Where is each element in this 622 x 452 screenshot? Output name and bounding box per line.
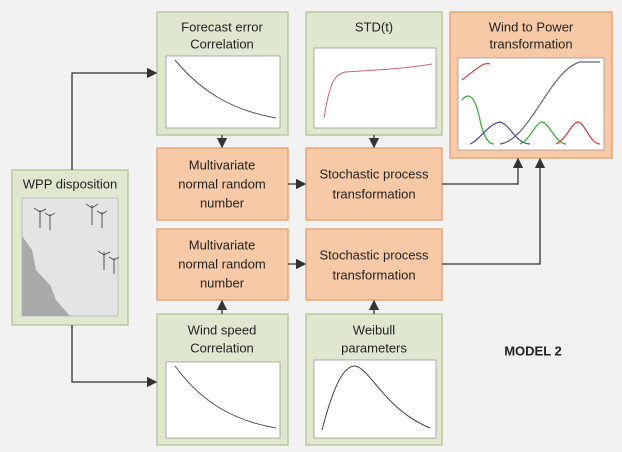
node-label: transformation — [332, 267, 415, 282]
plot-panel — [165, 361, 281, 439]
node-label: WPP disposition — [23, 176, 117, 191]
node-label: transformation — [489, 36, 572, 51]
node-label: Multivariate — [189, 237, 255, 252]
curves — [461, 61, 601, 145]
node-label: Multivariate — [189, 157, 255, 172]
node-label: Correlation — [190, 36, 254, 51]
multivariate-box — [156, 228, 289, 301]
node-label: Stochastic process — [319, 247, 429, 262]
arrows — [71, 67, 546, 388]
node-label: Wind to Power — [489, 19, 574, 34]
plot-panel — [313, 47, 437, 129]
curve — [323, 63, 433, 119]
node-label: number — [200, 195, 245, 210]
node-label: number — [200, 275, 245, 290]
plot-panel — [165, 55, 281, 129]
node-label: Wind speed — [188, 322, 257, 337]
node-label: Weibull — [353, 322, 396, 337]
curve — [174, 365, 277, 429]
plot-panel — [313, 359, 437, 439]
multivariate-box — [156, 147, 289, 221]
node-label: normal random — [178, 176, 265, 191]
node-label: transformation — [332, 186, 415, 201]
node-label: normal random — [178, 256, 265, 271]
coast — [22, 236, 70, 316]
curve — [174, 59, 277, 119]
node-label: Stochastic process — [319, 166, 429, 181]
model-label: MODEL 2 — [504, 343, 562, 358]
node-label: Forecast error — [181, 19, 263, 34]
node-label: Correlation — [190, 340, 254, 355]
node-label: parameters — [341, 340, 407, 355]
node-label: STD(t) — [355, 19, 393, 34]
stochastic-box — [305, 147, 443, 221]
turbines — [33, 203, 120, 274]
curve — [321, 365, 431, 431]
stochastic-box — [305, 228, 443, 301]
